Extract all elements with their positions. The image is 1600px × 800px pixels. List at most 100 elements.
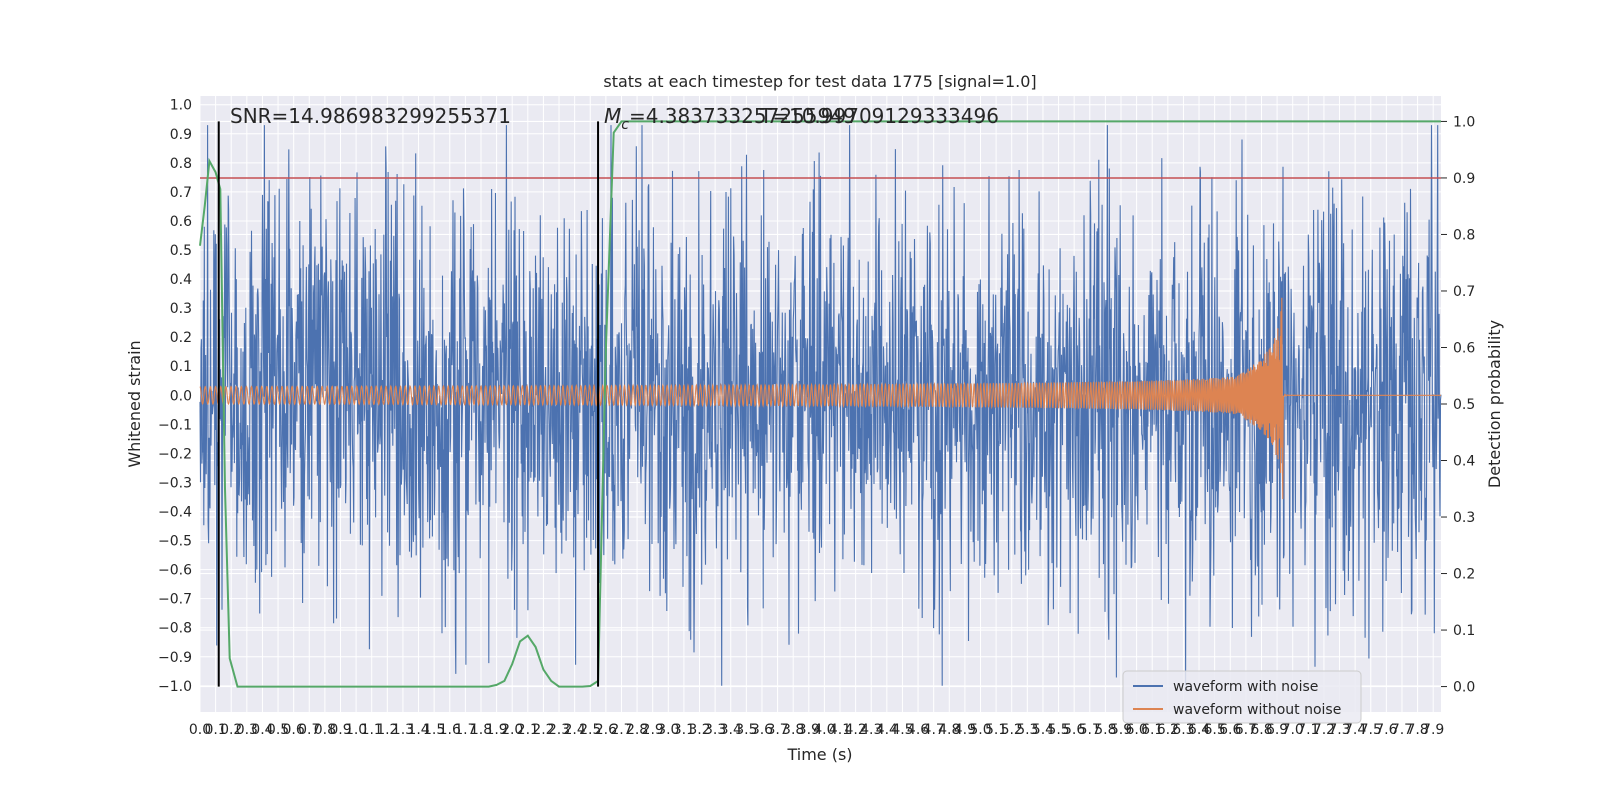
y-tick-label: 0.8 [170,156,192,172]
x-tick-label: 1.5 [423,722,445,738]
x-tick-label: 3.8 [782,722,804,738]
x-tick-label: 5.8 [1094,722,1116,738]
legend-box [1122,670,1362,724]
x-tick-label: 6.5 [1204,722,1226,738]
x-tick-label: 4.9 [954,722,976,738]
x-tick-label: 6.4 [1188,722,1210,738]
y2-tick-label: 0.8 [1453,227,1475,243]
x-tick-label: 2.0 [501,722,523,738]
x-tick-label: 4.7 [923,722,945,738]
x-tick-label: 2.3 [548,722,570,738]
x-tick-label: 3.5 [735,722,757,738]
mc-value: =4.383733257255949 [629,104,856,128]
y-tick-label: −0.2 [158,446,192,462]
t-annotation: T=10.99709129333496 [759,104,999,128]
x-tick-label: 5.7 [1079,722,1101,738]
x-tick-label: 6.8 [1250,722,1272,738]
y-tick-label: −0.1 [158,417,192,433]
x-tick-label: 0.1 [204,722,226,738]
legend: waveform with noise waveform without noi… [1122,670,1362,724]
x-tick-label: 0.0 [189,722,211,738]
x-tick-label: 4.5 [891,722,913,738]
x-tick-label: 2.5 [579,722,601,738]
x-tick-label: 3.6 [751,722,773,738]
x-tick-label: 0.5 [267,722,289,738]
y2-tick-label: 0.2 [1453,567,1475,583]
y-tick-label: −0.3 [158,475,192,491]
detection-probability-line [199,120,1441,688]
x-tick-label: 5.4 [1032,722,1054,738]
y-tick-label: 0.1 [170,359,192,375]
x-tick-label: 7.8 [1406,722,1428,738]
y-tick-label: 0.9 [170,127,192,143]
mc-symbol: M [604,104,621,128]
x-tick-label: 0.6 [283,722,305,738]
x-tick-label: 0.9 [329,722,351,738]
x-tick-label: 4.6 [907,722,929,738]
y-tick-label: 1.0 [170,98,192,114]
x-tick-label: 5.6 [1063,722,1085,738]
x-tick-label: 3.9 [798,722,820,738]
x-tick-label: 5.3 [1016,722,1038,738]
x-tick-label: 2.4 [564,722,586,738]
x-tick-label: 5.1 [985,722,1007,738]
x-tick-label: 4.0 [813,722,835,738]
x-tick-label: 2.7 [610,722,632,738]
x-tick-label: 7.3 [1328,722,1350,738]
x-tick-label: 4.8 [938,722,960,738]
legend-label-noise: waveform with noise [1173,679,1318,695]
x-tick-label: 7.0 [1282,722,1304,738]
y2-tick-label: 1.0 [1453,114,1475,130]
x-tick-label: 1.7 [454,722,476,738]
x-tick-label: 3.7 [766,722,788,738]
x-tick-label: 2.8 [626,722,648,738]
x-tick-label: 1.6 [439,722,461,738]
x-tick-label: 1.3 [392,722,414,738]
x-tick-label: 4.3 [860,722,882,738]
legend-label-clean: waveform without noise [1173,702,1341,718]
x-tick-label: 7.7 [1391,722,1413,738]
x-tick-label: 5.9 [1110,722,1132,738]
x-tick-label: 1.1 [361,722,383,738]
y2-tick-label: 0.7 [1453,284,1475,300]
x-tick-label: 0.4 [251,722,273,738]
x-tick-label: 2.6 [595,722,617,738]
x-tick-label: 5.5 [1047,722,1069,738]
x-tick-label: 5.0 [969,722,991,738]
x-tick-label: 1.4 [407,722,429,738]
x-tick-label: 5.2 [1001,722,1023,738]
y2-tick-label: 0.3 [1453,510,1475,526]
x-tick-label: 6.3 [1172,722,1194,738]
x-tick-label: 1.8 [470,722,492,738]
y-axis-label: Whitened strain [125,340,144,467]
y-tick-label: 0.5 [170,243,192,259]
x-tick-label: 2.2 [532,722,554,738]
y-tick-label: −0.8 [158,621,192,637]
axes: 0.00.10.20.30.40.50.60.70.80.91.01.11.21… [158,98,1475,738]
x-tick-label: 6.2 [1157,722,1179,738]
x-tick-label: 1.0 [345,722,367,738]
data-layer [199,120,1442,688]
y2-tick-label: 0.5 [1453,397,1475,413]
y2-tick-label: 0.6 [1453,340,1475,356]
snr-annotation: SNR=14.986983299255371 [230,104,511,128]
y2-tick-label: 0.9 [1453,171,1475,187]
y-tick-label: 0.4 [170,272,192,288]
y-tick-label: −0.9 [158,650,192,666]
y-tick-label: 0.6 [170,214,192,230]
y2-tick-label: 0.4 [1453,454,1475,470]
x-tick-label: 6.9 [1266,722,1288,738]
x-tick-label: 7.9 [1422,722,1444,738]
y-tick-label: 0.0 [170,388,192,404]
x-tick-label: 0.8 [314,722,336,738]
y-tick-label: −0.5 [158,534,192,550]
x-tick-label: 6.6 [1219,722,1241,738]
y2-tick-label: 0.0 [1453,680,1475,696]
x-tick-label: 1.2 [376,722,398,738]
x-tick-label: 6.1 [1141,722,1163,738]
x-tick-label: 0.3 [236,722,258,738]
clean-waveform-line [199,297,1441,500]
x-tick-label: 2.1 [517,722,539,738]
